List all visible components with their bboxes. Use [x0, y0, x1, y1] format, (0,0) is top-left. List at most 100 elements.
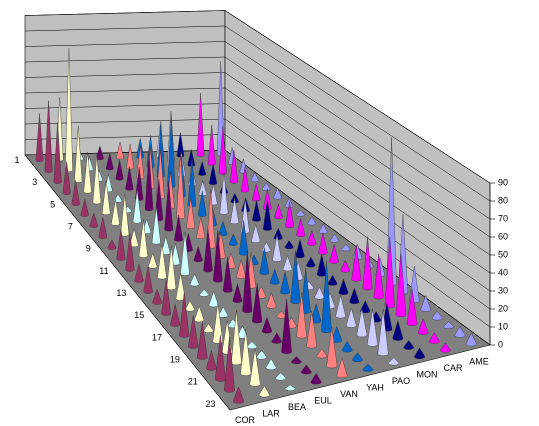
cone	[414, 347, 426, 359]
cone	[132, 189, 142, 224]
cone	[329, 233, 340, 243]
cone	[341, 243, 351, 252]
cone	[144, 152, 154, 212]
cone	[164, 180, 174, 232]
cone	[136, 145, 145, 180]
cone	[148, 252, 158, 269]
cone	[62, 161, 71, 195]
cone	[230, 197, 239, 225]
cone	[373, 253, 384, 300]
cone	[251, 223, 261, 243]
cone	[420, 294, 431, 312]
row-label: 3	[32, 177, 37, 187]
cone	[232, 282, 243, 303]
y-tick-label: 50	[498, 249, 508, 259]
cone	[439, 342, 451, 353]
cone	[83, 151, 92, 194]
cone	[80, 198, 89, 217]
cone	[188, 315, 199, 349]
row-label: 11	[99, 266, 108, 276]
cone	[252, 200, 261, 222]
cone	[395, 253, 407, 318]
cone	[175, 273, 186, 301]
cone	[196, 217, 206, 239]
cone	[296, 292, 307, 339]
cone	[138, 219, 148, 258]
row-label: 15	[134, 310, 144, 320]
y-tick-label: 60	[498, 231, 508, 241]
cone	[341, 340, 353, 353]
cone	[74, 125, 83, 183]
cone	[213, 229, 223, 283]
cone	[340, 259, 351, 273]
cone	[351, 352, 363, 363]
cone	[232, 386, 245, 404]
cone	[285, 201, 295, 229]
cone	[290, 250, 301, 304]
cone	[197, 322, 208, 360]
cone	[193, 246, 203, 263]
cone	[454, 326, 466, 338]
cone	[351, 245, 362, 282]
cone	[465, 332, 477, 347]
cone	[111, 199, 120, 226]
cone	[92, 154, 102, 205]
cone	[296, 209, 305, 217]
cone	[360, 300, 371, 314]
cone	[282, 255, 293, 272]
grid-line	[24, 87, 491, 274]
cone	[35, 113, 44, 162]
grid-line	[24, 56, 491, 238]
cone	[346, 307, 357, 328]
row-label: 1	[14, 155, 19, 165]
cone	[134, 263, 144, 283]
cone	[174, 215, 183, 242]
cone	[101, 180, 111, 215]
cone	[186, 197, 196, 229]
y-tick-label: 70	[498, 213, 508, 223]
cone	[222, 256, 233, 293]
y-tick-label: 40	[498, 267, 508, 277]
cone	[284, 384, 296, 391]
cone	[167, 114, 176, 188]
cone	[229, 150, 239, 184]
row-label: 7	[68, 221, 73, 231]
cone	[335, 295, 346, 319]
cone	[170, 303, 181, 327]
cone	[338, 278, 349, 295]
cone	[179, 292, 190, 338]
cone	[261, 316, 273, 334]
cone	[249, 348, 261, 387]
cone	[197, 190, 207, 217]
cone	[362, 363, 374, 372]
y-tick-label: 20	[498, 303, 508, 313]
cone	[240, 329, 252, 376]
cone	[306, 256, 316, 268]
cone	[157, 243, 167, 280]
cone	[329, 243, 339, 264]
cone	[273, 227, 283, 240]
cone	[208, 290, 219, 308]
cone	[428, 332, 440, 344]
row-label: 19	[170, 354, 180, 364]
cone	[161, 279, 172, 316]
cone	[274, 203, 283, 220]
grid-line	[24, 103, 491, 292]
grid-line	[24, 25, 491, 202]
cone	[406, 288, 418, 326]
cone	[306, 310, 318, 349]
grid-line	[24, 10, 491, 184]
cone	[125, 166, 134, 191]
cone	[269, 268, 280, 285]
cone	[151, 206, 161, 245]
cone	[176, 152, 185, 220]
row-label: 21	[188, 377, 198, 387]
cone	[152, 288, 162, 305]
cone	[240, 166, 250, 193]
cone	[199, 289, 209, 297]
cone	[280, 271, 290, 295]
cone	[431, 310, 443, 321]
cone	[307, 229, 317, 246]
cone	[242, 250, 253, 314]
